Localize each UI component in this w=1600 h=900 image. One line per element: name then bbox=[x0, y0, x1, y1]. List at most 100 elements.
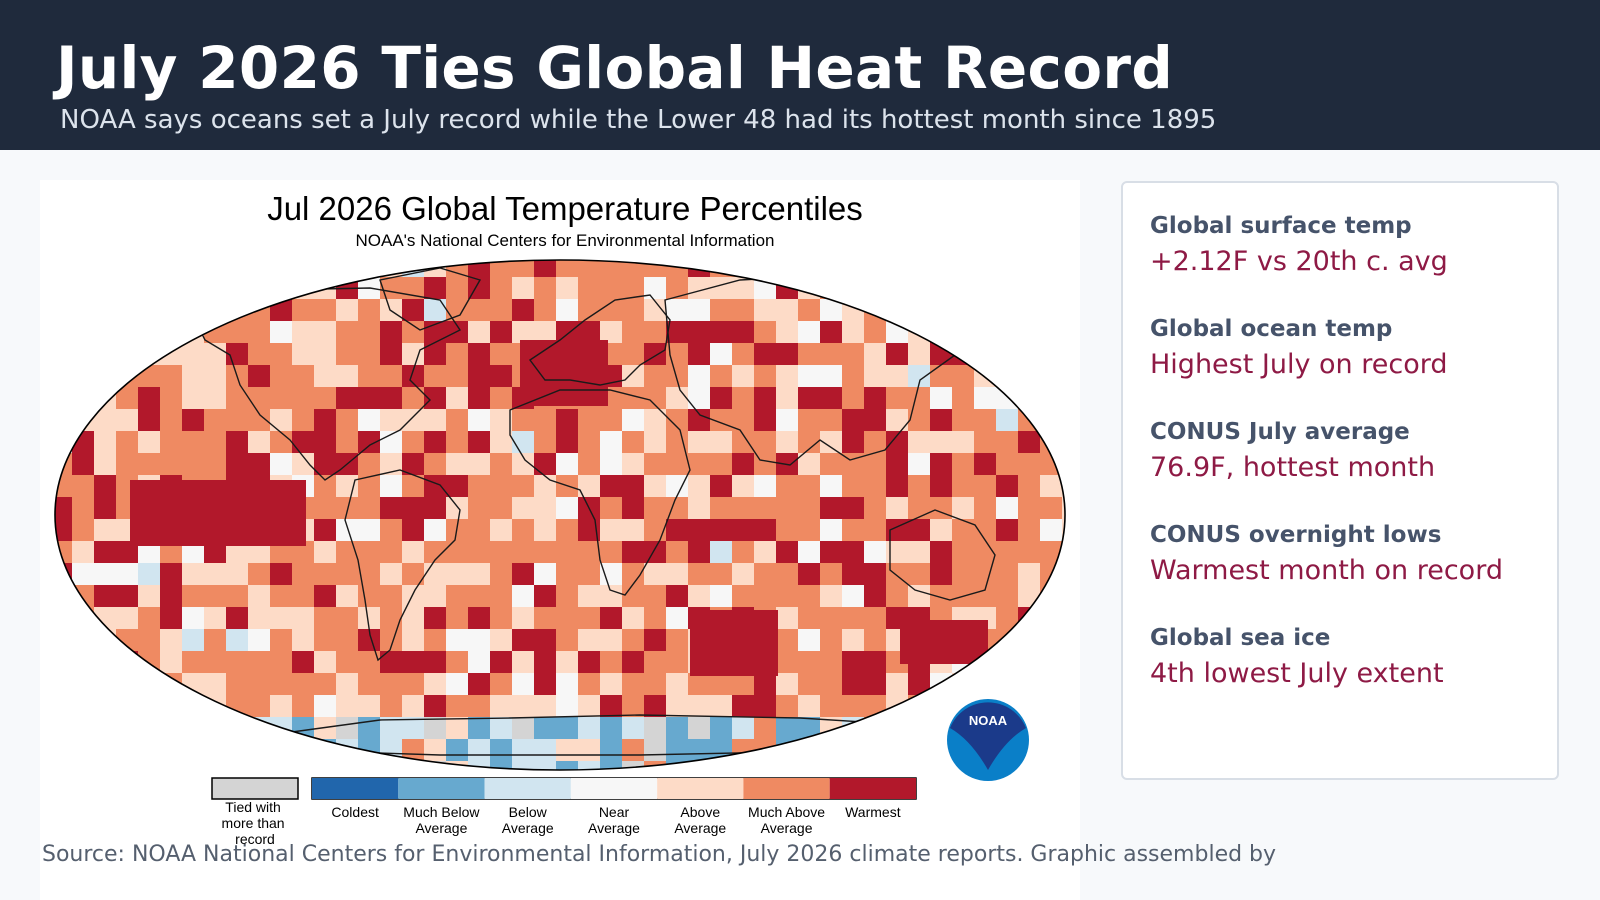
grid-cell bbox=[424, 695, 446, 717]
grid-cell bbox=[116, 260, 138, 277]
grid-cell bbox=[226, 453, 248, 475]
grid-cell bbox=[798, 541, 820, 563]
grid-cell bbox=[55, 717, 72, 739]
globe-border bbox=[54, 259, 1066, 771]
grid-cell bbox=[886, 673, 908, 695]
grid-cell bbox=[446, 475, 468, 497]
grid-cell bbox=[314, 651, 336, 673]
grid-cell bbox=[55, 260, 72, 277]
noaa-logo-text: NOAA bbox=[969, 713, 1008, 728]
grid-cell bbox=[1040, 739, 1062, 761]
grid-cell bbox=[798, 563, 820, 585]
grid-cell bbox=[512, 717, 534, 739]
grid-cell bbox=[160, 585, 182, 607]
grid-cell bbox=[130, 524, 152, 546]
grid-cell bbox=[336, 260, 358, 277]
grid-cell bbox=[292, 321, 314, 343]
grid-cell bbox=[1062, 475, 1065, 497]
grid-cell bbox=[468, 607, 490, 629]
stat-value: Warmest month on record bbox=[1150, 555, 1503, 586]
grid-cell bbox=[402, 607, 424, 629]
grid-cell bbox=[204, 541, 226, 563]
grid-cell bbox=[908, 453, 930, 475]
grid-cell bbox=[820, 299, 842, 321]
grid-cell bbox=[952, 321, 974, 343]
grid-cell bbox=[55, 519, 72, 541]
grid-cell bbox=[732, 717, 754, 739]
grid-cell bbox=[94, 409, 116, 431]
grid-cell bbox=[490, 519, 512, 541]
grid-cell bbox=[578, 475, 600, 497]
grid-cell bbox=[358, 431, 380, 453]
grid-cell bbox=[578, 321, 600, 343]
legend-swatch bbox=[484, 778, 571, 799]
grid-cell bbox=[468, 260, 490, 277]
grid-cell bbox=[402, 651, 424, 673]
grid-cell bbox=[542, 340, 564, 362]
grid-cell bbox=[710, 585, 732, 607]
grid-cell bbox=[160, 343, 182, 365]
grid-cell bbox=[468, 651, 490, 673]
south-america-outline bbox=[344, 469, 461, 662]
grid-cell bbox=[776, 431, 798, 453]
grid-cell bbox=[468, 277, 490, 299]
grid-cell bbox=[908, 299, 930, 321]
grid-cell bbox=[688, 695, 710, 717]
grid-cell bbox=[314, 321, 336, 343]
grid-cell bbox=[314, 260, 336, 277]
grid-cell bbox=[600, 563, 622, 585]
grid-cell bbox=[756, 610, 778, 632]
grid-cell bbox=[138, 409, 160, 431]
grid-cell bbox=[644, 717, 666, 739]
grid-cell bbox=[644, 299, 666, 321]
grid-cell bbox=[712, 610, 734, 632]
grid-cell bbox=[534, 497, 556, 519]
grid-cell bbox=[160, 651, 182, 673]
grid-cell bbox=[952, 673, 974, 695]
grid-cell bbox=[666, 321, 688, 343]
grid-cell bbox=[490, 717, 512, 739]
grid-cell bbox=[94, 629, 116, 651]
grid-cell bbox=[512, 761, 534, 770]
grid-cell bbox=[55, 497, 72, 519]
grid-cell bbox=[690, 654, 712, 676]
grid-cell bbox=[820, 365, 842, 387]
grid-cell bbox=[226, 739, 248, 761]
grid-cell bbox=[160, 761, 182, 770]
grid-cell bbox=[754, 260, 776, 277]
grid-cell bbox=[1062, 717, 1065, 739]
grid-cell bbox=[622, 607, 644, 629]
grid-cell bbox=[490, 695, 512, 717]
grid-cell bbox=[1040, 761, 1062, 770]
grid-cell bbox=[512, 563, 534, 585]
grid-cell bbox=[446, 497, 468, 519]
grid-cell bbox=[820, 387, 842, 409]
grid-cell bbox=[644, 695, 666, 717]
grid-cell bbox=[600, 607, 622, 629]
grid-cell bbox=[600, 695, 622, 717]
grid-cell bbox=[908, 260, 930, 277]
grid-cell bbox=[930, 519, 952, 541]
grid-cell bbox=[798, 321, 820, 343]
grid-cell bbox=[556, 431, 578, 453]
grid-cell bbox=[754, 343, 776, 365]
noaa-logo-bird bbox=[950, 702, 1026, 770]
grid-cell bbox=[446, 563, 468, 585]
grid-cell bbox=[226, 277, 248, 299]
grid-cell bbox=[1062, 563, 1065, 585]
grid-cell bbox=[182, 761, 204, 770]
grid-cell bbox=[138, 321, 160, 343]
grid-cell bbox=[1018, 321, 1040, 343]
grid-cell bbox=[1040, 629, 1062, 651]
grid-cell bbox=[930, 563, 952, 585]
grid-cell bbox=[152, 524, 174, 546]
legend-label: Above Average bbox=[674, 804, 726, 836]
grid-cell bbox=[314, 541, 336, 563]
grid-cell bbox=[600, 739, 622, 761]
grid-cell bbox=[182, 629, 204, 651]
grid-cell bbox=[468, 563, 490, 585]
grid-cell bbox=[468, 321, 490, 343]
grid-cell bbox=[468, 739, 490, 761]
grid-cell bbox=[72, 761, 94, 770]
grid-cell bbox=[556, 321, 578, 343]
